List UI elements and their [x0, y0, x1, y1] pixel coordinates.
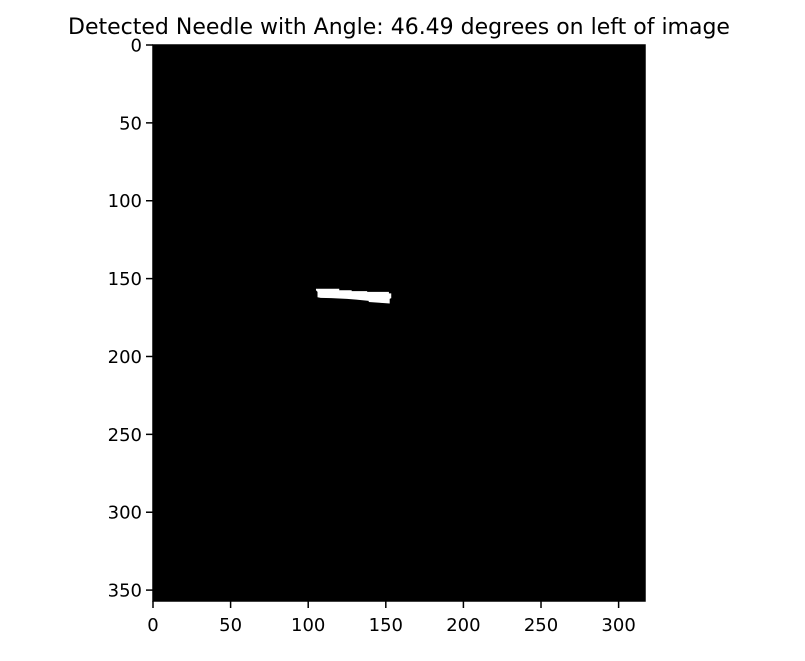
plot-area: [152, 44, 646, 602]
x-tick-label: 50: [219, 615, 242, 636]
x-tick-label: 200: [446, 615, 480, 636]
y-tick-label: 0: [131, 36, 142, 57]
y-tick-label: 350: [108, 581, 142, 602]
y-axis: 0 50 100 150 200 250 300 350: [108, 36, 153, 602]
x-tick-label: 150: [369, 615, 403, 636]
y-tick-label: 150: [108, 269, 142, 290]
x-tick-label: 0: [147, 615, 158, 636]
chart-title: Detected Needle with Angle: 46.49 degree…: [68, 15, 730, 40]
y-tick-label: 300: [108, 503, 142, 524]
x-tick-label: 250: [524, 615, 558, 636]
x-tick-label: 100: [291, 615, 325, 636]
x-axis: 0 50 100 150 200 250 300: [147, 601, 636, 636]
detected-needle: [315, 288, 392, 304]
plot-frame: [152, 44, 646, 602]
image-background: [153, 45, 645, 601]
x-tick-label: 300: [601, 615, 635, 636]
y-tick-label: 50: [119, 113, 142, 134]
y-tick-label: 250: [108, 425, 142, 446]
y-tick-label: 100: [108, 191, 142, 212]
y-tick-label: 200: [108, 347, 142, 368]
